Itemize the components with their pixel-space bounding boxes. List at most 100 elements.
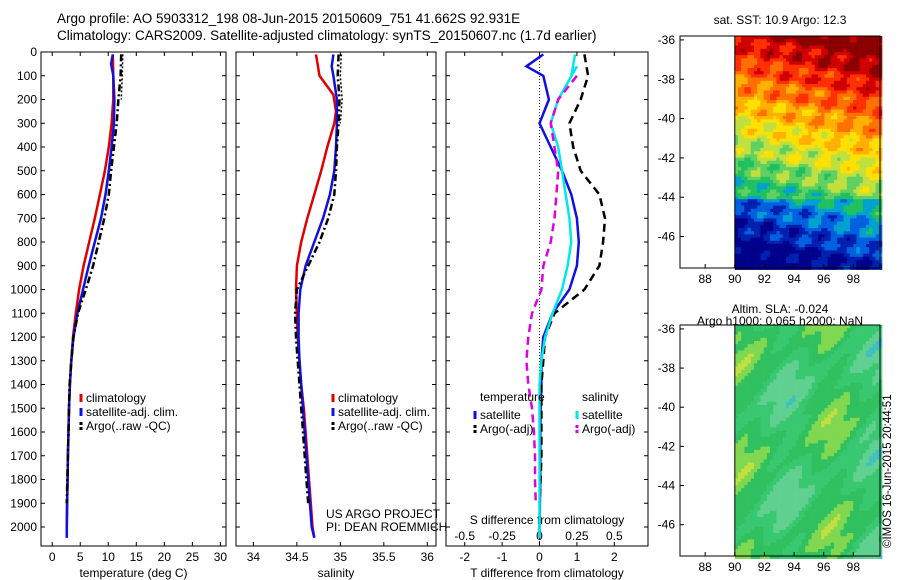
map-cell bbox=[814, 167, 819, 171]
map-cell bbox=[770, 247, 774, 251]
map-cell bbox=[843, 247, 848, 251]
map-cell bbox=[734, 186, 739, 190]
legend-entry: climatology bbox=[86, 391, 146, 405]
map-cell bbox=[782, 240, 787, 245]
map-cell bbox=[773, 180, 777, 184]
x-tick-label: 90 bbox=[728, 272, 742, 286]
map-cell bbox=[834, 328, 838, 332]
map-cell bbox=[750, 176, 755, 181]
map-cell bbox=[747, 411, 752, 415]
map-cell bbox=[763, 154, 768, 158]
map-cell bbox=[738, 135, 742, 139]
map-cell bbox=[770, 341, 774, 345]
map-cell bbox=[818, 109, 822, 114]
map-cell bbox=[830, 212, 835, 216]
map-cell bbox=[808, 237, 812, 242]
map-cell bbox=[776, 392, 780, 396]
map-cell bbox=[795, 363, 800, 367]
map-cell bbox=[872, 55, 876, 59]
map-cell bbox=[843, 385, 848, 390]
map-cell bbox=[763, 366, 768, 371]
map-cell bbox=[802, 157, 806, 162]
map-cell bbox=[738, 208, 742, 213]
map-cell bbox=[850, 341, 854, 345]
map-cell bbox=[862, 39, 867, 43]
map-cell bbox=[750, 135, 755, 139]
map-cell bbox=[776, 334, 780, 339]
map-cell bbox=[846, 109, 851, 114]
map-cell bbox=[827, 360, 832, 364]
map-cell bbox=[824, 408, 828, 412]
map-cell bbox=[750, 157, 755, 162]
map-cell bbox=[853, 58, 857, 62]
map-cell bbox=[779, 247, 784, 251]
map-cell bbox=[776, 80, 780, 85]
map-cell bbox=[869, 237, 873, 242]
map-cell bbox=[840, 109, 844, 114]
map-cell bbox=[824, 183, 828, 187]
map-cell bbox=[827, 263, 832, 267]
map-cell bbox=[824, 366, 828, 371]
map-cell bbox=[872, 331, 876, 335]
map-cell bbox=[754, 395, 758, 399]
map-cell bbox=[760, 215, 764, 219]
map-cell bbox=[776, 357, 780, 361]
y-tick-label: 1000 bbox=[10, 283, 37, 297]
map-cell bbox=[814, 52, 819, 56]
map-cell bbox=[757, 180, 761, 184]
map-cell bbox=[808, 71, 812, 75]
map-cell bbox=[754, 382, 758, 387]
map-cell bbox=[834, 253, 838, 258]
map-cell bbox=[866, 240, 870, 245]
map-cell bbox=[760, 196, 764, 200]
map-cell bbox=[875, 350, 880, 355]
map-cell bbox=[802, 84, 806, 88]
map-cell bbox=[875, 87, 880, 91]
map-cell bbox=[779, 39, 784, 43]
map-cell bbox=[805, 240, 809, 245]
map-cell bbox=[853, 408, 857, 412]
map-cell bbox=[805, 151, 809, 155]
map-cell bbox=[856, 392, 860, 396]
map-cell bbox=[782, 256, 787, 261]
map-cell bbox=[750, 328, 755, 332]
map-cell bbox=[866, 164, 870, 168]
x-axis-label: temperature (deg C) bbox=[79, 566, 187, 580]
map-cell bbox=[802, 325, 806, 329]
map-cell bbox=[795, 148, 800, 152]
map-cell bbox=[744, 385, 748, 390]
map-cell bbox=[763, 347, 768, 351]
map-cell bbox=[834, 240, 838, 245]
map-cell bbox=[763, 350, 768, 355]
map-cell bbox=[766, 112, 771, 117]
map-cell bbox=[866, 208, 870, 213]
map-cell bbox=[862, 125, 867, 130]
map-cell bbox=[827, 192, 832, 197]
map-cell bbox=[818, 357, 822, 361]
map-cell bbox=[859, 71, 864, 75]
map-cell bbox=[802, 71, 806, 75]
map-cell bbox=[805, 128, 809, 133]
map-cell bbox=[757, 247, 761, 251]
map-cell bbox=[856, 401, 860, 406]
map-cell bbox=[744, 55, 748, 59]
map-cell bbox=[792, 360, 796, 364]
map-cell bbox=[830, 392, 835, 396]
map-cell bbox=[789, 183, 793, 187]
map-cell bbox=[766, 347, 771, 351]
map-cell bbox=[779, 360, 784, 364]
map-cell bbox=[824, 71, 828, 75]
map-cell bbox=[738, 247, 742, 251]
map-cell bbox=[878, 328, 883, 332]
map-cell bbox=[802, 218, 806, 222]
map-cell bbox=[814, 231, 819, 235]
map-cell bbox=[834, 157, 838, 162]
map-cell bbox=[850, 202, 854, 206]
map-cell bbox=[846, 55, 851, 59]
map-cell bbox=[853, 382, 857, 387]
map-cell bbox=[766, 103, 771, 107]
map-cell bbox=[814, 237, 819, 242]
map-cell bbox=[760, 192, 764, 197]
map-cell bbox=[773, 154, 777, 158]
map-cell bbox=[802, 334, 806, 339]
